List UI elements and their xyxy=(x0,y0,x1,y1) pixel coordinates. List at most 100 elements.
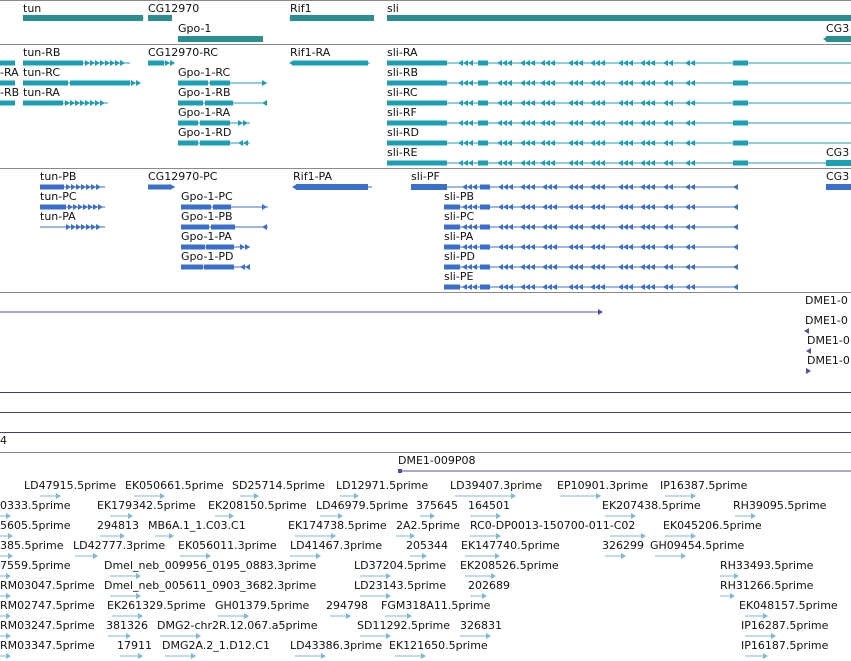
gene-label-gpo1[interactable]: Gpo-1 xyxy=(178,22,212,35)
strand-arrow[interactable] xyxy=(645,160,650,166)
strand-arrow[interactable] xyxy=(81,224,86,230)
strand-arrow[interactable] xyxy=(542,284,547,290)
strand-arrow[interactable] xyxy=(578,120,583,126)
est-arrow[interactable] xyxy=(316,553,321,559)
strand-arrow[interactable] xyxy=(663,224,668,230)
est-arrow[interactable] xyxy=(331,533,336,539)
gene-glyph-tun[interactable] xyxy=(23,15,143,21)
est-arrow[interactable] xyxy=(6,633,11,639)
strand-arrow[interactable] xyxy=(458,120,463,126)
strand-arrow[interactable] xyxy=(668,204,673,210)
est-arrow[interactable] xyxy=(136,593,141,599)
strand-arrow[interactable] xyxy=(552,244,557,250)
strand-arrow[interactable] xyxy=(545,100,550,106)
exon-block[interactable] xyxy=(733,60,748,66)
protein-label[interactable]: Gpo-1-PB xyxy=(181,210,233,223)
strand-arrow[interactable] xyxy=(462,264,467,270)
est-arrow[interactable] xyxy=(486,633,491,639)
strand-arrow[interactable] xyxy=(650,264,655,270)
est-arrow[interactable] xyxy=(422,553,427,559)
est-arrow[interactable] xyxy=(495,553,500,559)
exon-block[interactable] xyxy=(478,100,488,106)
strand-arrow[interactable] xyxy=(552,284,557,290)
strand-arrow[interactable] xyxy=(468,60,473,66)
exon-block[interactable] xyxy=(478,140,488,146)
exon-block[interactable] xyxy=(178,80,208,86)
strand-arrow[interactable] xyxy=(458,160,463,166)
est-label[interactable]: RM03347.5prime xyxy=(0,639,95,652)
strand-arrow[interactable] xyxy=(640,204,645,210)
strand-arrow[interactable] xyxy=(568,184,573,190)
strand-arrow[interactable] xyxy=(650,160,655,166)
strand-arrow[interactable] xyxy=(568,80,573,86)
strand-arrow[interactable] xyxy=(650,244,655,250)
strand-arrow[interactable] xyxy=(600,80,605,86)
strand-arrow[interactable] xyxy=(685,100,690,106)
transcript-label[interactable]: sli-RE xyxy=(387,146,418,159)
strand-arrow[interactable] xyxy=(685,160,690,166)
est-arrow[interactable] xyxy=(206,553,211,559)
strand-arrow[interactable] xyxy=(502,60,507,66)
exon-block[interactable] xyxy=(733,140,748,146)
strand-arrow[interactable] xyxy=(663,244,668,250)
est-arrow[interactable] xyxy=(631,513,636,519)
exon-block[interactable] xyxy=(444,244,460,250)
exon-block[interactable] xyxy=(23,80,68,86)
est-arrow[interactable] xyxy=(254,493,259,499)
gene-glyph-rif1[interactable] xyxy=(290,15,374,21)
est-label[interactable]: LD37204.5prime xyxy=(354,559,447,572)
strand-arrow[interactable] xyxy=(595,140,600,146)
strand-arrow[interactable] xyxy=(623,264,628,270)
strand-arrow[interactable] xyxy=(545,120,550,126)
est-label[interactable]: RC0-DP0013-150700-011-C02 xyxy=(470,519,636,532)
exon-block[interactable] xyxy=(387,120,447,126)
est-arrow[interactable] xyxy=(346,613,351,619)
strand-arrow[interactable] xyxy=(502,160,507,166)
strand-arrow[interactable] xyxy=(690,100,695,106)
strand-arrow[interactable] xyxy=(628,204,633,210)
est-label[interactable]: EK174738.5prime xyxy=(288,519,387,532)
strand-arrow[interactable] xyxy=(468,160,473,166)
gene-glyph-cg12970[interactable] xyxy=(148,15,172,21)
strand-arrow[interactable] xyxy=(578,224,583,230)
transcript-label[interactable]: sli-RC xyxy=(387,86,418,99)
exon-block[interactable] xyxy=(213,204,231,210)
est-arrow[interactable] xyxy=(596,493,601,499)
exon-block[interactable] xyxy=(204,264,234,270)
est-label[interactable]: 326831 xyxy=(460,619,502,632)
strand-arrow[interactable] xyxy=(690,140,695,146)
strand-arrow[interactable] xyxy=(110,60,115,66)
strand-arrow[interactable] xyxy=(640,224,645,230)
clone-arrow[interactable] xyxy=(804,328,809,334)
est-arrow[interactable] xyxy=(621,553,626,559)
strand-arrow[interactable] xyxy=(650,100,655,106)
strand-arrow[interactable] xyxy=(628,160,633,166)
strand-arrow[interactable] xyxy=(520,120,525,126)
exon-block[interactable] xyxy=(444,224,460,230)
transcript-label[interactable]: Gpo-1-RD xyxy=(178,126,232,139)
strand-arrow[interactable] xyxy=(525,284,530,290)
strand-arrow[interactable] xyxy=(578,60,583,66)
strand-arrow[interactable] xyxy=(530,284,535,290)
strand-arrow[interactable] xyxy=(640,184,645,190)
strand-arrow[interactable] xyxy=(645,284,650,290)
exon-block[interactable] xyxy=(387,140,447,146)
strand-arrow[interactable] xyxy=(508,264,513,270)
strand-arrow[interactable] xyxy=(618,120,623,126)
strand-arrow[interactable] xyxy=(618,204,623,210)
strand-arrow[interactable] xyxy=(472,224,477,230)
strand-arrow[interactable] xyxy=(520,224,525,230)
strand-arrow[interactable] xyxy=(552,224,557,230)
transcript-label[interactable]: sli-RB xyxy=(387,66,419,79)
strand-arrow[interactable] xyxy=(497,100,502,106)
strand-arrow[interactable] xyxy=(502,140,507,146)
strand-arrow[interactable] xyxy=(568,140,573,146)
strand-arrow[interactable] xyxy=(733,184,738,190)
strand-arrow[interactable] xyxy=(618,184,623,190)
protein-label[interactable]: Gpo-1-PA xyxy=(181,230,232,243)
strand-arrow[interactable] xyxy=(578,184,583,190)
strand-arrow[interactable] xyxy=(70,100,75,106)
est-label[interactable]: 202689 xyxy=(468,579,510,592)
strand-arrow[interactable] xyxy=(640,60,645,66)
strand-arrow[interactable] xyxy=(640,244,645,250)
